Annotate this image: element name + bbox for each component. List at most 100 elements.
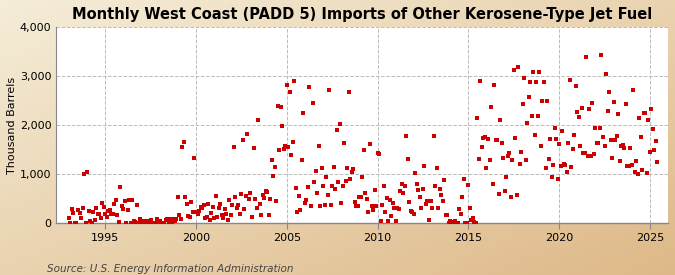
Point xyxy=(327,184,338,188)
Point xyxy=(495,118,506,123)
Point xyxy=(168,216,179,221)
Point xyxy=(556,164,566,168)
Point xyxy=(651,139,661,143)
Point xyxy=(206,211,217,215)
Point xyxy=(613,111,624,116)
Point xyxy=(333,180,344,184)
Point xyxy=(228,145,239,150)
Point xyxy=(272,104,283,109)
Point xyxy=(205,218,215,222)
Point xyxy=(363,209,374,214)
Point xyxy=(84,219,95,224)
Point xyxy=(88,210,99,215)
Point xyxy=(413,188,424,193)
Point xyxy=(256,212,267,217)
Point xyxy=(266,158,277,163)
Point xyxy=(277,124,288,129)
Point xyxy=(198,203,209,207)
Point xyxy=(315,203,325,208)
Point xyxy=(510,136,520,140)
Point xyxy=(148,221,159,225)
Point xyxy=(109,202,119,206)
Point xyxy=(599,144,610,148)
Point xyxy=(132,203,142,207)
Point xyxy=(121,221,132,225)
Point xyxy=(529,133,540,138)
Point xyxy=(398,191,408,195)
Point xyxy=(260,189,271,194)
Point xyxy=(140,219,151,224)
Point xyxy=(547,163,558,167)
Point xyxy=(101,215,112,219)
Point xyxy=(614,159,625,164)
Point xyxy=(330,187,341,191)
Point xyxy=(334,122,345,126)
Point xyxy=(431,166,442,170)
Point xyxy=(384,198,395,202)
Point xyxy=(528,69,539,74)
Point xyxy=(637,168,648,173)
Point xyxy=(504,151,514,155)
Point xyxy=(605,138,616,142)
Point xyxy=(546,175,557,179)
Point xyxy=(295,208,306,212)
Point xyxy=(593,141,604,145)
Point xyxy=(608,100,619,104)
Point xyxy=(622,163,632,168)
Point xyxy=(647,126,658,131)
Point xyxy=(514,161,525,166)
Point xyxy=(421,202,431,206)
Point xyxy=(115,184,126,189)
Point xyxy=(238,138,248,143)
Point xyxy=(352,204,363,208)
Point xyxy=(172,195,183,199)
Point xyxy=(507,158,518,162)
Point xyxy=(286,153,297,157)
Point xyxy=(76,216,86,220)
Point xyxy=(130,220,141,224)
Point xyxy=(541,99,552,103)
Point xyxy=(155,218,165,223)
Point xyxy=(402,157,413,161)
Point xyxy=(652,160,663,164)
Point xyxy=(358,148,369,152)
Point xyxy=(407,210,418,215)
Point xyxy=(519,76,530,80)
Point xyxy=(416,205,427,210)
Point xyxy=(138,221,148,225)
Point xyxy=(443,221,454,225)
Point xyxy=(364,142,375,146)
Point xyxy=(304,85,315,89)
Point xyxy=(578,151,589,155)
Point xyxy=(68,211,79,216)
Point xyxy=(268,174,279,178)
Point xyxy=(63,216,74,221)
Point xyxy=(446,221,457,225)
Point xyxy=(562,170,572,174)
Point xyxy=(350,200,360,204)
Point xyxy=(445,219,456,224)
Point xyxy=(119,199,130,203)
Point xyxy=(227,202,238,207)
Point xyxy=(414,195,425,200)
Point xyxy=(328,165,339,169)
Point xyxy=(290,186,301,191)
Point xyxy=(584,107,595,112)
Point xyxy=(174,213,185,218)
Point xyxy=(396,182,407,186)
Point xyxy=(79,172,90,176)
Point xyxy=(150,221,161,225)
Point xyxy=(184,214,195,219)
Point xyxy=(221,212,232,216)
Point xyxy=(427,206,437,211)
Point xyxy=(216,213,227,218)
Point xyxy=(163,221,174,225)
Point xyxy=(201,214,212,219)
Point xyxy=(533,114,543,118)
Point xyxy=(97,201,107,205)
Point xyxy=(500,189,510,193)
Point xyxy=(67,207,78,211)
Point xyxy=(188,210,198,214)
Point xyxy=(612,134,622,138)
Point xyxy=(596,53,607,57)
